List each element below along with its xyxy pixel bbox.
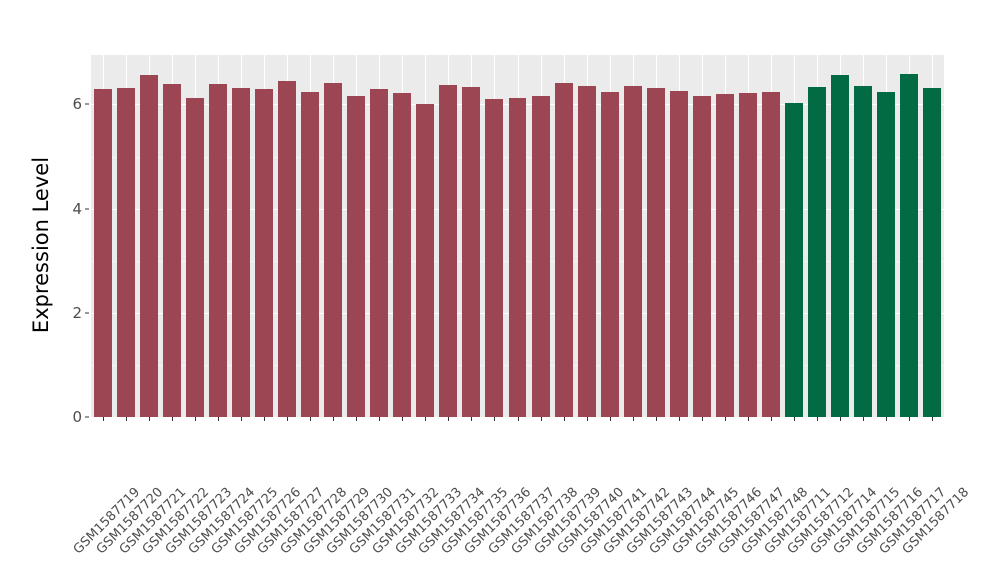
x-axis-tick-mark: [402, 417, 404, 421]
bar: [370, 89, 389, 417]
bar: [208, 83, 227, 417]
x-axis-tick-mark: [240, 417, 242, 421]
x-axis-tick-mark: [217, 417, 219, 421]
x-axis-tick-mark: [125, 417, 127, 421]
bar: [93, 88, 112, 417]
x-axis-tick-mark: [517, 417, 519, 421]
x-axis-tick-mark: [379, 417, 381, 421]
y-axis-tick-mark: [85, 208, 89, 210]
y-axis-tick-mark: [85, 416, 89, 418]
x-axis-tick-mark: [171, 417, 173, 421]
x-axis-tick-mark: [655, 417, 657, 421]
bar: [739, 93, 758, 417]
x-axis-tick-mark: [586, 417, 588, 421]
bar: [139, 75, 158, 417]
x-axis-tick-mark: [886, 417, 888, 421]
y-axis-tick-mark: [85, 312, 89, 314]
bar: [554, 82, 573, 417]
x-axis-tick-mark: [632, 417, 634, 421]
x-axis-tick-mark: [817, 417, 819, 421]
x-axis-tick-mark: [724, 417, 726, 421]
x-axis-tick-mark: [863, 417, 865, 421]
bar: [162, 84, 181, 417]
bar: [762, 91, 781, 417]
y-axis-title: Expression Level: [29, 156, 53, 334]
bar: [900, 74, 919, 417]
bar: [277, 81, 296, 417]
bar: [116, 87, 135, 417]
x-axis-tick-mark: [840, 417, 842, 421]
x-axis-tick-mark: [932, 417, 934, 421]
x-axis-tick-mark: [771, 417, 773, 421]
x-axis-tick-mark: [102, 417, 104, 421]
x-axis-tick-mark: [609, 417, 611, 421]
bar: [831, 74, 850, 417]
y-axis-tick-label: 4: [72, 199, 82, 218]
x-axis-tick-mark: [540, 417, 542, 421]
bar: [715, 94, 734, 417]
bar: [462, 86, 481, 417]
bar: [393, 93, 412, 417]
bar: [347, 95, 366, 417]
x-axis: GSM1587719 GSM1587720 GSM1587721 GSM1587722…: [70, 417, 973, 580]
bar: [508, 97, 527, 417]
bar: [231, 88, 250, 417]
x-axis-tick-mark: [701, 417, 703, 421]
bar: [185, 98, 204, 417]
bar: [669, 91, 688, 417]
y-axis-tick-mark: [85, 103, 89, 105]
x-axis-tick-mark: [471, 417, 473, 421]
x-axis-tick-mark: [148, 417, 150, 421]
bar: [324, 82, 343, 417]
bar: [439, 84, 458, 417]
bar: [600, 91, 619, 417]
bar: [923, 88, 942, 417]
x-axis-tick-mark: [563, 417, 565, 421]
bar: [808, 87, 827, 417]
x-axis-tick-mark: [333, 417, 335, 421]
x-axis-tick-mark: [748, 417, 750, 421]
y-axis-tick-label: 2: [72, 303, 82, 322]
bar: [416, 103, 435, 417]
y-axis-tick-label: 0: [72, 408, 82, 426]
bar: [854, 86, 873, 417]
bar: [301, 91, 319, 417]
bar: [623, 86, 642, 417]
bar-series: [91, 55, 944, 417]
y-axis-tick-labels: 0 2 4 6: [56, 0, 82, 580]
x-axis-tick-mark: [909, 417, 911, 421]
y-axis-tick-label: 6: [72, 95, 82, 114]
x-axis-tick-mark: [310, 417, 311, 421]
bar: [254, 88, 273, 417]
bar: [877, 91, 896, 417]
bar: [485, 98, 504, 417]
bar: [785, 103, 804, 417]
x-axis-tick-mark: [356, 417, 358, 421]
x-axis-tick-mark: [263, 417, 265, 421]
bar: [531, 95, 550, 417]
x-axis-tick-mark: [286, 417, 288, 421]
x-axis-tick-mark: [678, 417, 680, 421]
x-axis-tick-mark: [194, 417, 196, 421]
bar: [646, 88, 665, 417]
x-axis-tick-mark: [494, 417, 496, 421]
x-axis-tick-mark: [425, 417, 427, 421]
x-axis-tick-mark: [794, 417, 796, 421]
x-axis-tick-mark: [448, 417, 450, 421]
bar: [577, 86, 596, 417]
plot-panel: [91, 55, 944, 417]
bar: [692, 95, 711, 417]
